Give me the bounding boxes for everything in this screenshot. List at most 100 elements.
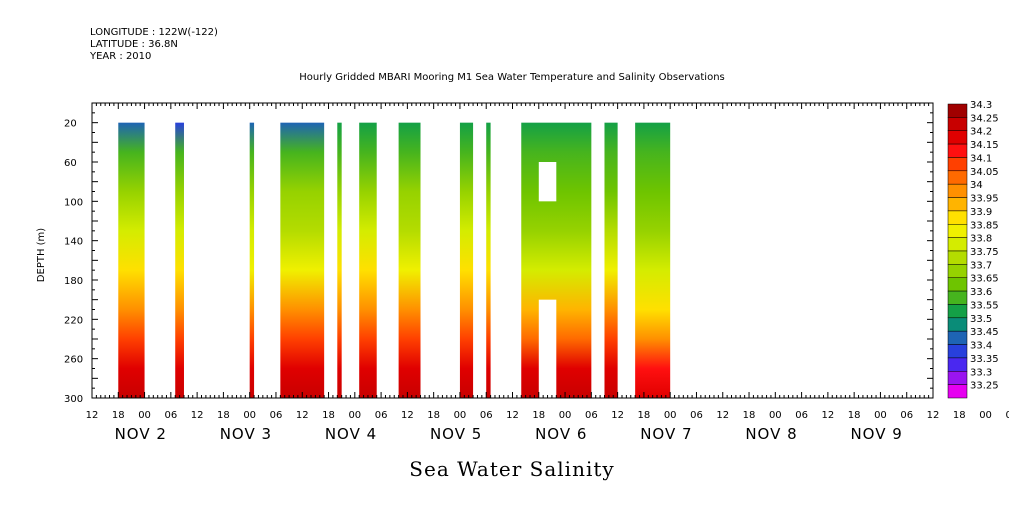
x-tick-label: 00 <box>138 410 151 421</box>
date-label: NOV 7 <box>640 425 692 443</box>
y-tick-label: 140 <box>64 237 83 248</box>
colorbar-swatch <box>947 264 968 278</box>
colorbar: 34.3 34.25 34.2 34.15 34.1 34.05 34 33.95 33.9 33… <box>947 100 999 399</box>
observation-block <box>604 122 618 399</box>
colorbar-swatch <box>947 170 968 185</box>
x-tick-label: 00 <box>874 410 887 421</box>
colorbar-swatch <box>947 183 968 198</box>
colorbar-swatch <box>947 103 968 118</box>
observation-block <box>280 122 325 399</box>
colorbar-label: 33.25 <box>970 381 999 392</box>
y-tick-label: 100 <box>64 197 83 208</box>
observation-block <box>486 122 491 399</box>
x-tick-label: 06 <box>270 410 283 421</box>
x-tick-label: 18 <box>848 410 861 421</box>
chart-title: Hourly Gridded MBARI Mooring M1 Sea Wate… <box>299 72 725 83</box>
x-tick-label: 12 <box>296 410 309 421</box>
colorbar-label: 33.65 <box>970 274 999 285</box>
y-tick-label: 180 <box>64 276 83 287</box>
x-tick-label: 12 <box>822 410 835 421</box>
data-gap <box>538 162 557 202</box>
date-label: NOV 9 <box>850 425 902 443</box>
observation-block <box>359 122 377 399</box>
colorbar-label: 33.8 <box>970 234 992 245</box>
plot-border <box>91 102 934 399</box>
y-tick-label: 20 <box>64 119 77 130</box>
observation-block <box>398 122 421 399</box>
x-axis: 12 18 00 06 12 18 00 06 12 18 00 06 12 18 00 06 12 18 00 06… <box>86 103 1009 443</box>
colorbar-swatch <box>947 117 968 131</box>
colorbar-label: 33.95 <box>970 194 999 205</box>
y-tick-label: 260 <box>64 355 83 366</box>
colorbar-swatch <box>947 197 968 212</box>
colorbar-label: 33.85 <box>970 220 999 231</box>
colorbar-swatch <box>947 130 968 145</box>
chart-caption: Sea Water Salinity <box>409 457 614 481</box>
latitude-label: LATITUDE : 36.8N <box>90 39 178 50</box>
colorbar-swatch <box>947 384 968 399</box>
date-label: NOV 3 <box>220 425 272 443</box>
x-tick-label: 06 <box>1005 410 1009 421</box>
x-tick-label: 18 <box>217 410 230 421</box>
colorbar-label: 33.7 <box>970 260 992 271</box>
colorbar-label: 34.3 <box>970 100 992 111</box>
colorbar-swatch <box>947 250 968 265</box>
colorbar-swatch <box>947 344 968 359</box>
colorbar-swatch <box>947 330 968 345</box>
colorbar-label: 33.4 <box>970 341 992 352</box>
x-tick-label: 06 <box>585 410 598 421</box>
y-axis: 20 60 100 140 180 220 260 300 <box>64 102 933 405</box>
observation-block <box>635 122 671 399</box>
x-tick-label: 06 <box>164 410 177 421</box>
y-axis-label: DEPTH (m) <box>36 228 47 282</box>
observation-block <box>459 122 474 399</box>
observation-block <box>249 122 255 399</box>
colorbar-label: 33.5 <box>970 314 992 325</box>
x-tick-label: 18 <box>953 410 966 421</box>
colorbar-label: 33.45 <box>970 327 999 338</box>
colorbar-label: 34.1 <box>970 153 992 164</box>
colorbar-label: 34 <box>970 180 983 191</box>
observation-block <box>521 122 592 399</box>
observation-block <box>118 122 145 399</box>
colorbar-swatch <box>947 277 968 292</box>
colorbar-swatch <box>947 304 968 319</box>
colorbar-label: 33.6 <box>970 287 992 298</box>
colorbar-swatch <box>947 210 968 225</box>
x-tick-label: 06 <box>375 410 388 421</box>
colorbar-label: 34.2 <box>970 127 992 138</box>
colorbar-label: 34.25 <box>970 113 999 124</box>
colorbar-label: 33.9 <box>970 207 992 218</box>
colorbar-label: 34.05 <box>970 167 999 178</box>
data-gap <box>538 299 557 398</box>
colorbar-swatch <box>947 237 968 252</box>
colorbar-swatch <box>947 357 968 372</box>
x-tick-label: 06 <box>690 410 703 421</box>
x-tick-label: 12 <box>927 410 940 421</box>
colorbar-swatch <box>947 317 968 332</box>
colorbar-swatch <box>947 224 968 238</box>
y-tick-label: 60 <box>64 158 77 169</box>
date-label: NOV 8 <box>745 425 797 443</box>
date-label: NOV 2 <box>115 425 167 443</box>
observation-block <box>175 122 184 399</box>
x-tick-label: 00 <box>454 410 467 421</box>
year-label: YEAR : 2010 <box>89 51 151 62</box>
y-tick-label: 300 <box>64 394 83 405</box>
x-tick-label: 06 <box>795 410 808 421</box>
x-tick-label: 00 <box>243 410 256 421</box>
colorbar-label: 33.3 <box>970 367 992 378</box>
x-tick-label: 00 <box>559 410 572 421</box>
colorbar-label: 34.15 <box>970 140 999 151</box>
x-tick-label: 18 <box>322 410 335 421</box>
plot-frame <box>91 102 934 399</box>
date-label: NOV 6 <box>535 425 587 443</box>
colorbar-swatch <box>947 143 968 158</box>
observation-block <box>337 122 342 399</box>
x-tick-label: 00 <box>769 410 782 421</box>
colorbar-label: 33.75 <box>970 247 999 258</box>
x-tick-label: 18 <box>532 410 545 421</box>
x-tick-label: 12 <box>506 410 519 421</box>
